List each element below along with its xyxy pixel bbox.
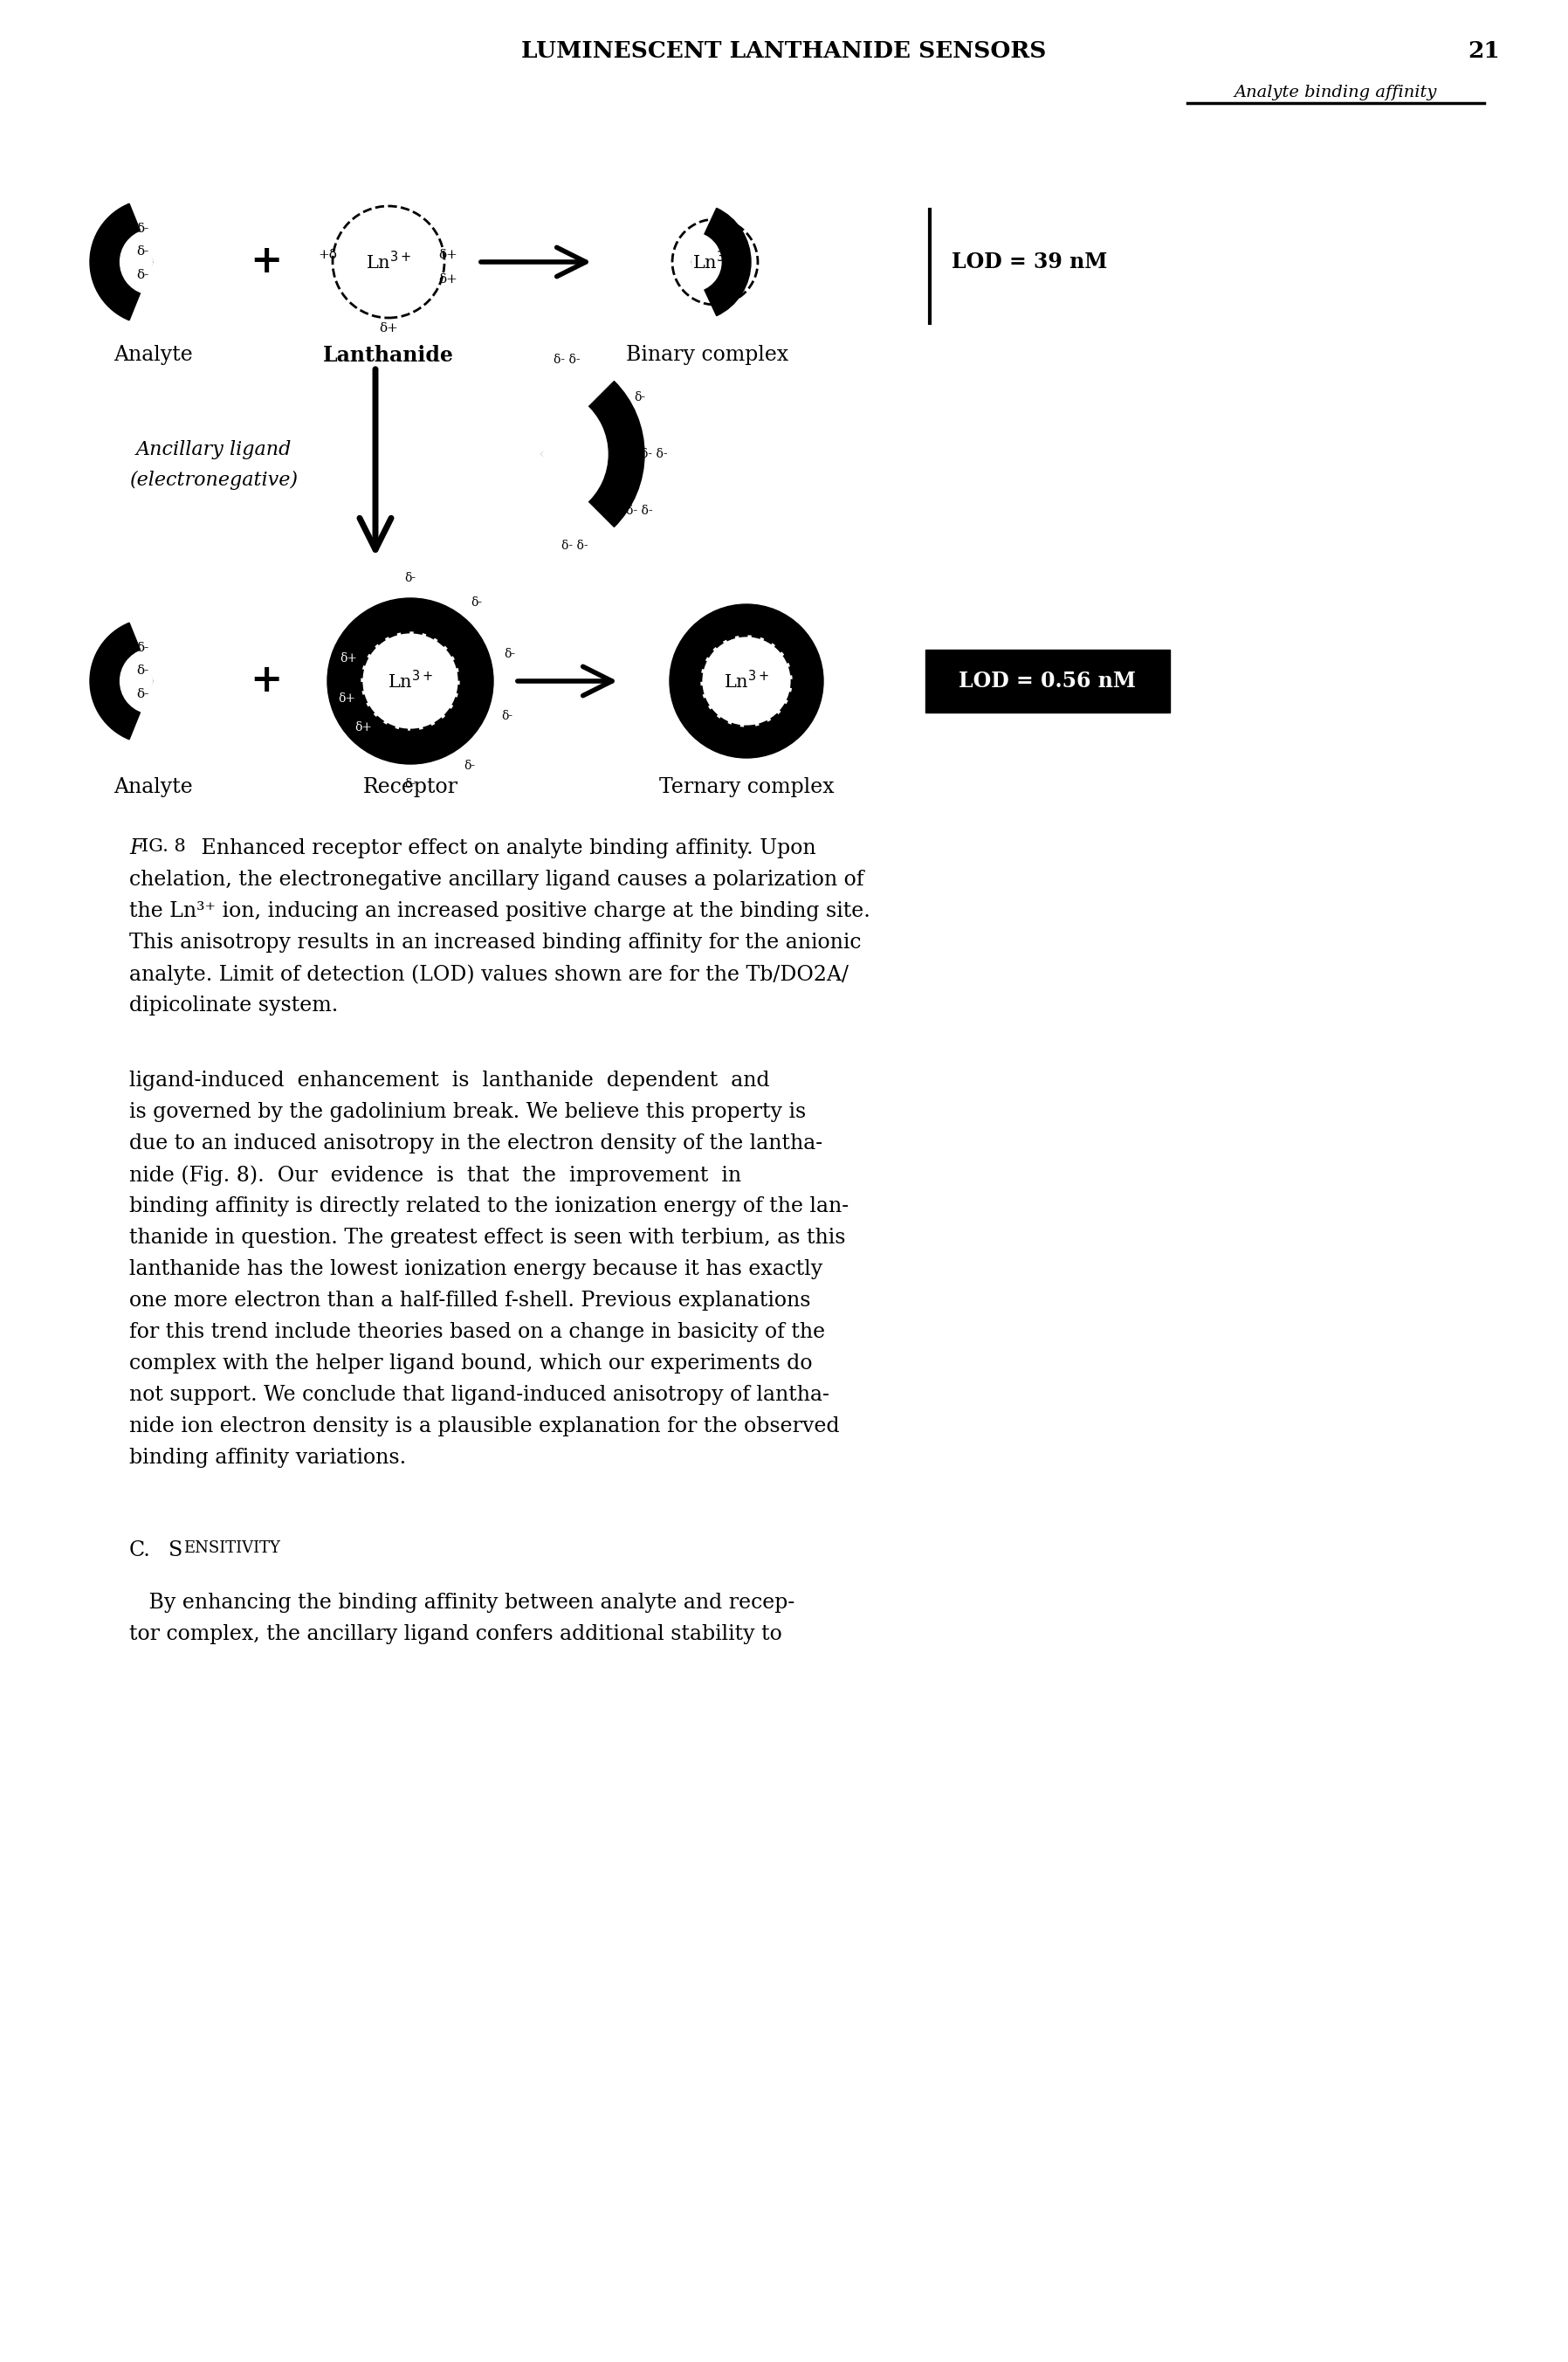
Text: δ+: δ+ xyxy=(339,692,356,704)
Text: nide ion electron density is a plausible explanation for the observed: nide ion electron density is a plausible… xyxy=(129,1417,839,1436)
Text: thanide in question. The greatest effect is seen with terbium, as this: thanide in question. The greatest effect… xyxy=(129,1228,845,1247)
Text: δ- δ-: δ- δ- xyxy=(554,354,580,366)
Text: δ-: δ- xyxy=(464,761,475,772)
Text: F: F xyxy=(129,839,144,857)
FancyBboxPatch shape xyxy=(925,650,1170,713)
Text: chelation, the electronegative ancillary ligand causes a polarization of: chelation, the electronegative ancillary… xyxy=(129,869,864,890)
Text: Lanthanide: Lanthanide xyxy=(323,345,453,366)
Text: δ- δ-: δ- δ- xyxy=(626,505,652,517)
Text: Analyte: Analyte xyxy=(113,345,193,366)
Text: Enhanced receptor effect on analyte binding affinity. Upon: Enhanced receptor effect on analyte bind… xyxy=(194,839,815,857)
Text: LOD = 39 nM: LOD = 39 nM xyxy=(952,250,1107,272)
Text: δ+: δ+ xyxy=(439,248,458,262)
Wedge shape xyxy=(541,380,644,527)
Text: Ln$^{3+}$: Ln$^{3+}$ xyxy=(691,250,739,274)
Text: Ternary complex: Ternary complex xyxy=(659,777,834,798)
Text: This anisotropy results in an increased binding affinity for the anionic: This anisotropy results in an increased … xyxy=(129,933,861,952)
Text: δ+: δ+ xyxy=(379,321,398,335)
Text: δ-: δ- xyxy=(136,269,149,281)
Text: δ-: δ- xyxy=(136,246,149,257)
Text: Ln$^{3+}$: Ln$^{3+}$ xyxy=(724,671,770,692)
Text: δ- δ-: δ- δ- xyxy=(561,541,588,553)
Text: δ-: δ- xyxy=(470,595,483,609)
Wedge shape xyxy=(691,208,751,317)
Text: Ln$^{3+}$: Ln$^{3+}$ xyxy=(387,671,433,692)
Text: +: + xyxy=(249,243,282,281)
Text: Ancillary ligand: Ancillary ligand xyxy=(136,439,292,458)
Wedge shape xyxy=(541,404,608,505)
Text: analyte. Limit of detection (LOD) values shown are for the Tb/DO2A/: analyte. Limit of detection (LOD) values… xyxy=(129,964,848,985)
Text: one more electron than a half-filled f-shell. Previous explanations: one more electron than a half-filled f-s… xyxy=(129,1290,811,1311)
Text: δ-: δ- xyxy=(136,687,149,699)
Text: Analyte: Analyte xyxy=(113,777,193,798)
Text: δ-: δ- xyxy=(136,642,149,654)
Text: dipicolinate system.: dipicolinate system. xyxy=(129,994,339,1016)
Text: binding affinity variations.: binding affinity variations. xyxy=(129,1448,406,1467)
Wedge shape xyxy=(691,234,721,291)
Wedge shape xyxy=(121,650,152,713)
Text: By enhancing the binding affinity between analyte and recep-: By enhancing the binding affinity betwee… xyxy=(129,1592,795,1613)
Text: ENSITIVITY: ENSITIVITY xyxy=(183,1540,281,1557)
Text: +: + xyxy=(249,661,282,699)
Circle shape xyxy=(701,635,792,727)
Text: nide (Fig. 8).  Our  evidence  is  that  the  improvement  in: nide (Fig. 8). Our evidence is that the … xyxy=(129,1164,742,1186)
Text: +δ: +δ xyxy=(318,248,337,262)
Text: for this trend include theories based on a change in basicity of the: for this trend include theories based on… xyxy=(129,1323,825,1342)
Text: tor complex, the ancillary ligand confers additional stability to: tor complex, the ancillary ligand confer… xyxy=(129,1625,782,1644)
Text: LOD = 0.56 nM: LOD = 0.56 nM xyxy=(960,671,1137,692)
Text: (electronegative): (electronegative) xyxy=(130,470,298,489)
Wedge shape xyxy=(687,640,732,720)
Text: C.: C. xyxy=(129,1540,151,1561)
Text: S: S xyxy=(168,1540,183,1561)
Text: binding affinity is directly related to the ionization energy of the lan-: binding affinity is directly related to … xyxy=(129,1195,848,1216)
Text: Receptor: Receptor xyxy=(362,777,458,798)
Text: δ-: δ- xyxy=(136,222,149,234)
Text: δ-: δ- xyxy=(405,572,416,583)
Wedge shape xyxy=(328,598,494,763)
Text: IG. 8: IG. 8 xyxy=(141,839,185,855)
Text: δ-: δ- xyxy=(502,711,513,723)
Wedge shape xyxy=(687,661,710,702)
Circle shape xyxy=(362,633,459,730)
Text: LUMINESCENT LANTHANIDE SENSORS: LUMINESCENT LANTHANIDE SENSORS xyxy=(522,40,1046,61)
Text: Analyte binding affinity: Analyte binding affinity xyxy=(1234,85,1438,102)
Text: δ+: δ+ xyxy=(439,274,458,286)
Text: Ln$^{3+}$: Ln$^{3+}$ xyxy=(365,250,411,274)
Wedge shape xyxy=(121,231,152,293)
Text: δ-: δ- xyxy=(136,664,149,678)
Wedge shape xyxy=(670,605,823,758)
Text: lanthanide has the lowest ionization energy because it has exactly: lanthanide has the lowest ionization ene… xyxy=(129,1259,823,1280)
Text: ligand-induced  enhancement  is  lanthanide  dependent  and: ligand-induced enhancement is lanthanide… xyxy=(129,1070,770,1091)
Text: 21: 21 xyxy=(1468,40,1501,61)
Wedge shape xyxy=(89,203,152,321)
Text: δ-: δ- xyxy=(505,647,516,661)
Text: δ-: δ- xyxy=(633,392,644,404)
Text: is governed by the gadolinium break. We believe this property is: is governed by the gadolinium break. We … xyxy=(129,1103,806,1122)
Text: complex with the helper ligand bound, which our experiments do: complex with the helper ligand bound, wh… xyxy=(129,1353,812,1375)
Text: δ- δ-: δ- δ- xyxy=(641,449,668,461)
Text: δ+: δ+ xyxy=(354,723,373,735)
Text: Binary complex: Binary complex xyxy=(626,345,789,366)
Text: the Ln³⁺ ion, inducing an increased positive charge at the binding site.: the Ln³⁺ ion, inducing an increased posi… xyxy=(129,902,870,921)
Text: due to an induced anisotropy in the electron density of the lantha-: due to an induced anisotropy in the elec… xyxy=(129,1134,823,1153)
Text: δ-: δ- xyxy=(405,777,416,791)
Text: δ+: δ+ xyxy=(340,652,358,664)
Wedge shape xyxy=(89,624,152,739)
Text: not support. We conclude that ligand-induced anisotropy of lantha-: not support. We conclude that ligand-ind… xyxy=(129,1384,829,1405)
